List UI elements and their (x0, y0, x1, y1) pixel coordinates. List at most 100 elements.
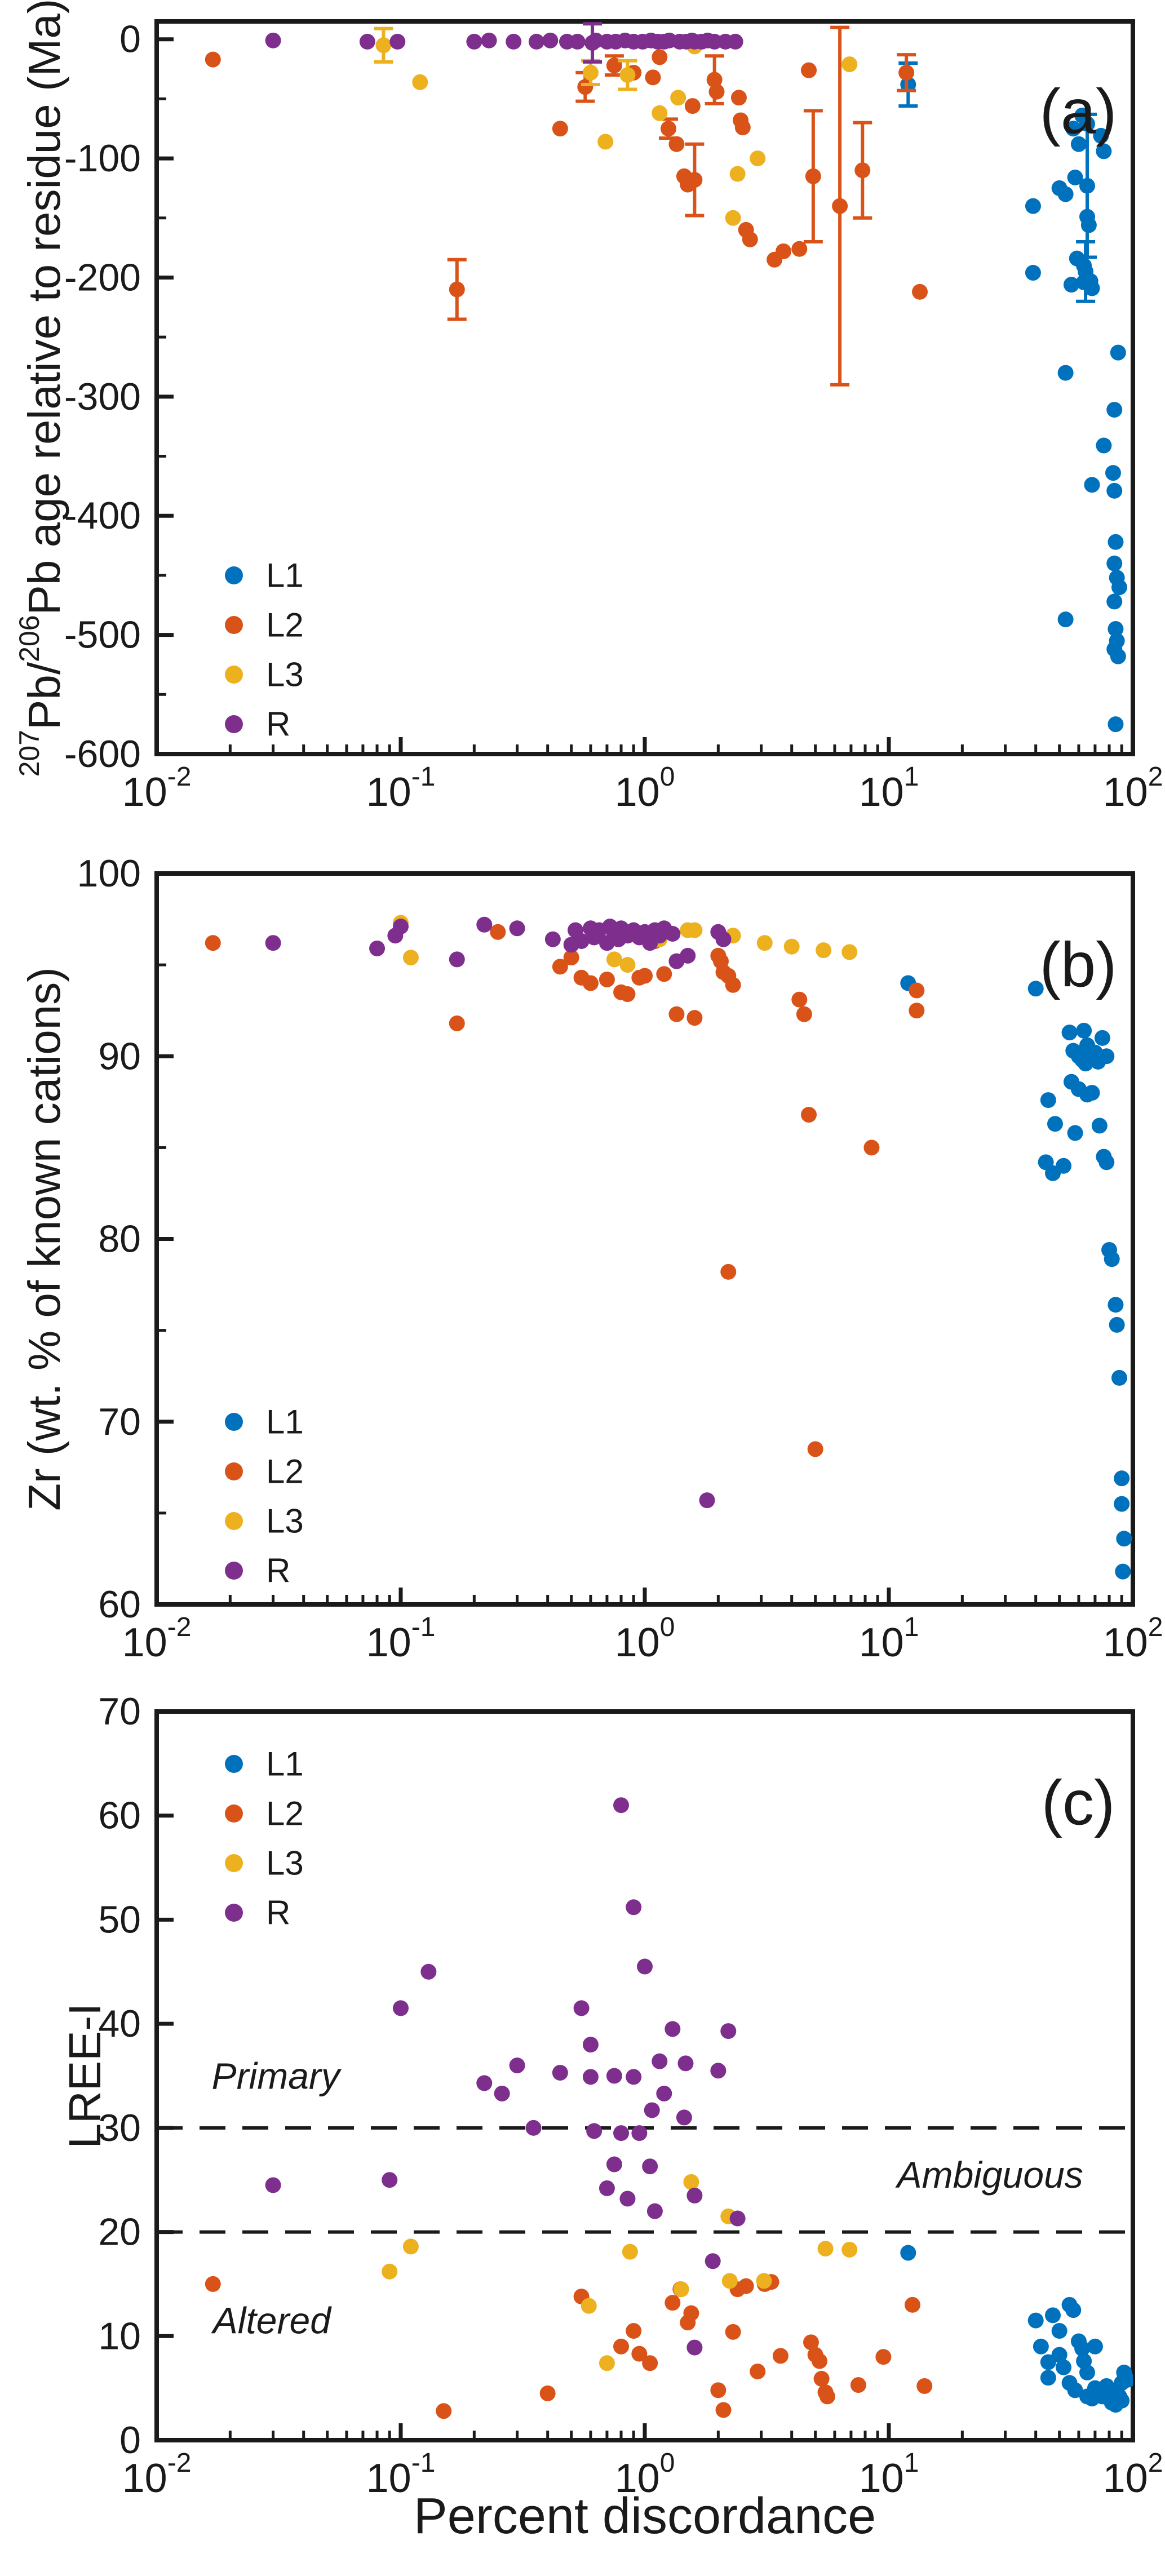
data-point (783, 938, 800, 955)
legend-label-r: R (266, 1552, 290, 1590)
legend-item-l1: L1 (225, 557, 304, 595)
data-point (1114, 2392, 1130, 2409)
data-point (854, 162, 871, 179)
data-point (436, 2403, 452, 2419)
data-point (656, 2085, 672, 2101)
data-point (599, 2180, 615, 2196)
x-tick-label: 100 (615, 762, 675, 815)
data-point (1070, 136, 1087, 152)
data-point (665, 2021, 681, 2037)
data-point (796, 1006, 812, 1022)
data-point (801, 1107, 817, 1123)
data-point (1106, 555, 1123, 571)
panel-c-y-axis-title: LREE-I (60, 2003, 110, 2149)
data-point (1079, 2364, 1095, 2380)
data-point (742, 231, 758, 247)
legend-marker-r (225, 1904, 243, 1922)
legend-item-l2: L2 (225, 606, 304, 644)
data-point (525, 2120, 542, 2136)
data-point (544, 931, 561, 947)
data-point (832, 198, 848, 214)
data-point (813, 2371, 830, 2387)
y-tick-label: -200 (64, 256, 141, 299)
data-point (734, 119, 751, 136)
data-point (265, 2177, 281, 2193)
data-point (449, 951, 465, 968)
data-point (1065, 2302, 1082, 2318)
x-tick-label: 10-2 (122, 1612, 192, 1665)
annotation-primary: Primary (212, 2055, 342, 2097)
data-point (359, 33, 375, 50)
data-point (1045, 2307, 1061, 2324)
panel-c-x-ticks: 10-2 10-1 100 101 102 (122, 2423, 1163, 2501)
data-point (720, 2023, 737, 2039)
annotation-altered: Altered (211, 2300, 332, 2342)
data-point (660, 121, 676, 137)
data-point (721, 2273, 738, 2289)
data-point (375, 37, 392, 54)
y-tick-label: 40 (98, 2002, 141, 2045)
legend-item-l2: L2 (225, 1453, 304, 1491)
x-tick-label: 10-1 (366, 762, 436, 815)
legend-marker-r (225, 1562, 243, 1580)
data-point (710, 2063, 727, 2079)
data-point (476, 2075, 493, 2091)
data-point (613, 1797, 630, 1814)
data-point (1106, 482, 1123, 499)
data-point (613, 2338, 630, 2355)
legend-marker-l3 (225, 1854, 243, 1872)
y-tick-label: 70 (98, 1400, 141, 1443)
legend-item-l3: L3 (225, 656, 304, 694)
y-tick-label: 90 (98, 1035, 141, 1078)
legend-marker-l2 (225, 1804, 243, 1823)
data-point (599, 2355, 615, 2371)
data-point (1080, 217, 1097, 233)
data-point (539, 2385, 556, 2401)
data-point (631, 2125, 648, 2142)
panel-b-y-axis-title: Zr (wt. % of known cations) (19, 967, 69, 1511)
legend-marker-l1 (225, 566, 243, 584)
data-point (205, 2276, 221, 2292)
data-point (791, 241, 808, 257)
data-point (1110, 648, 1126, 664)
panel-b-x-ticks: 10-2 10-1 100 101 102 (122, 1588, 1163, 1665)
data-point (597, 134, 614, 150)
data-point (1084, 280, 1100, 296)
panel-letter-b: (b) (1040, 930, 1117, 1000)
data-point (1098, 1048, 1115, 1065)
data-point (898, 64, 915, 81)
data-point (684, 98, 701, 114)
legend-item-r: R (225, 1552, 290, 1590)
data-point (506, 33, 522, 50)
data-point (1096, 437, 1112, 454)
legend-item-l3: L3 (225, 1502, 304, 1540)
data-point (1065, 121, 1082, 137)
data-point (646, 2203, 663, 2219)
legend-item-r: R (225, 706, 290, 743)
data-point (1067, 1125, 1083, 1141)
data-point (686, 172, 703, 188)
legend-item-r: R (225, 1894, 290, 1932)
panel-b-series-r (265, 916, 732, 1509)
data-point (586, 2123, 603, 2139)
data-point (1067, 2382, 1083, 2398)
legend-label-l1: L1 (266, 557, 304, 595)
data-point (725, 2324, 741, 2340)
data-point (677, 2055, 694, 2072)
legend-label-l2: L2 (266, 1453, 304, 1491)
data-point (900, 77, 916, 93)
data-point (552, 959, 568, 975)
y-tick-label: 50 (98, 1898, 141, 1941)
data-point (863, 1140, 880, 1156)
data-point (776, 243, 792, 259)
data-point (619, 986, 636, 1003)
data-point (552, 2064, 568, 2081)
data-point (715, 2402, 732, 2418)
y-tick-label: 80 (98, 1218, 141, 1261)
data-point (652, 105, 668, 121)
data-point (705, 2253, 721, 2269)
data-point (466, 33, 482, 50)
data-point (1047, 1116, 1063, 1132)
data-point (369, 940, 386, 956)
data-point (875, 2349, 892, 2365)
